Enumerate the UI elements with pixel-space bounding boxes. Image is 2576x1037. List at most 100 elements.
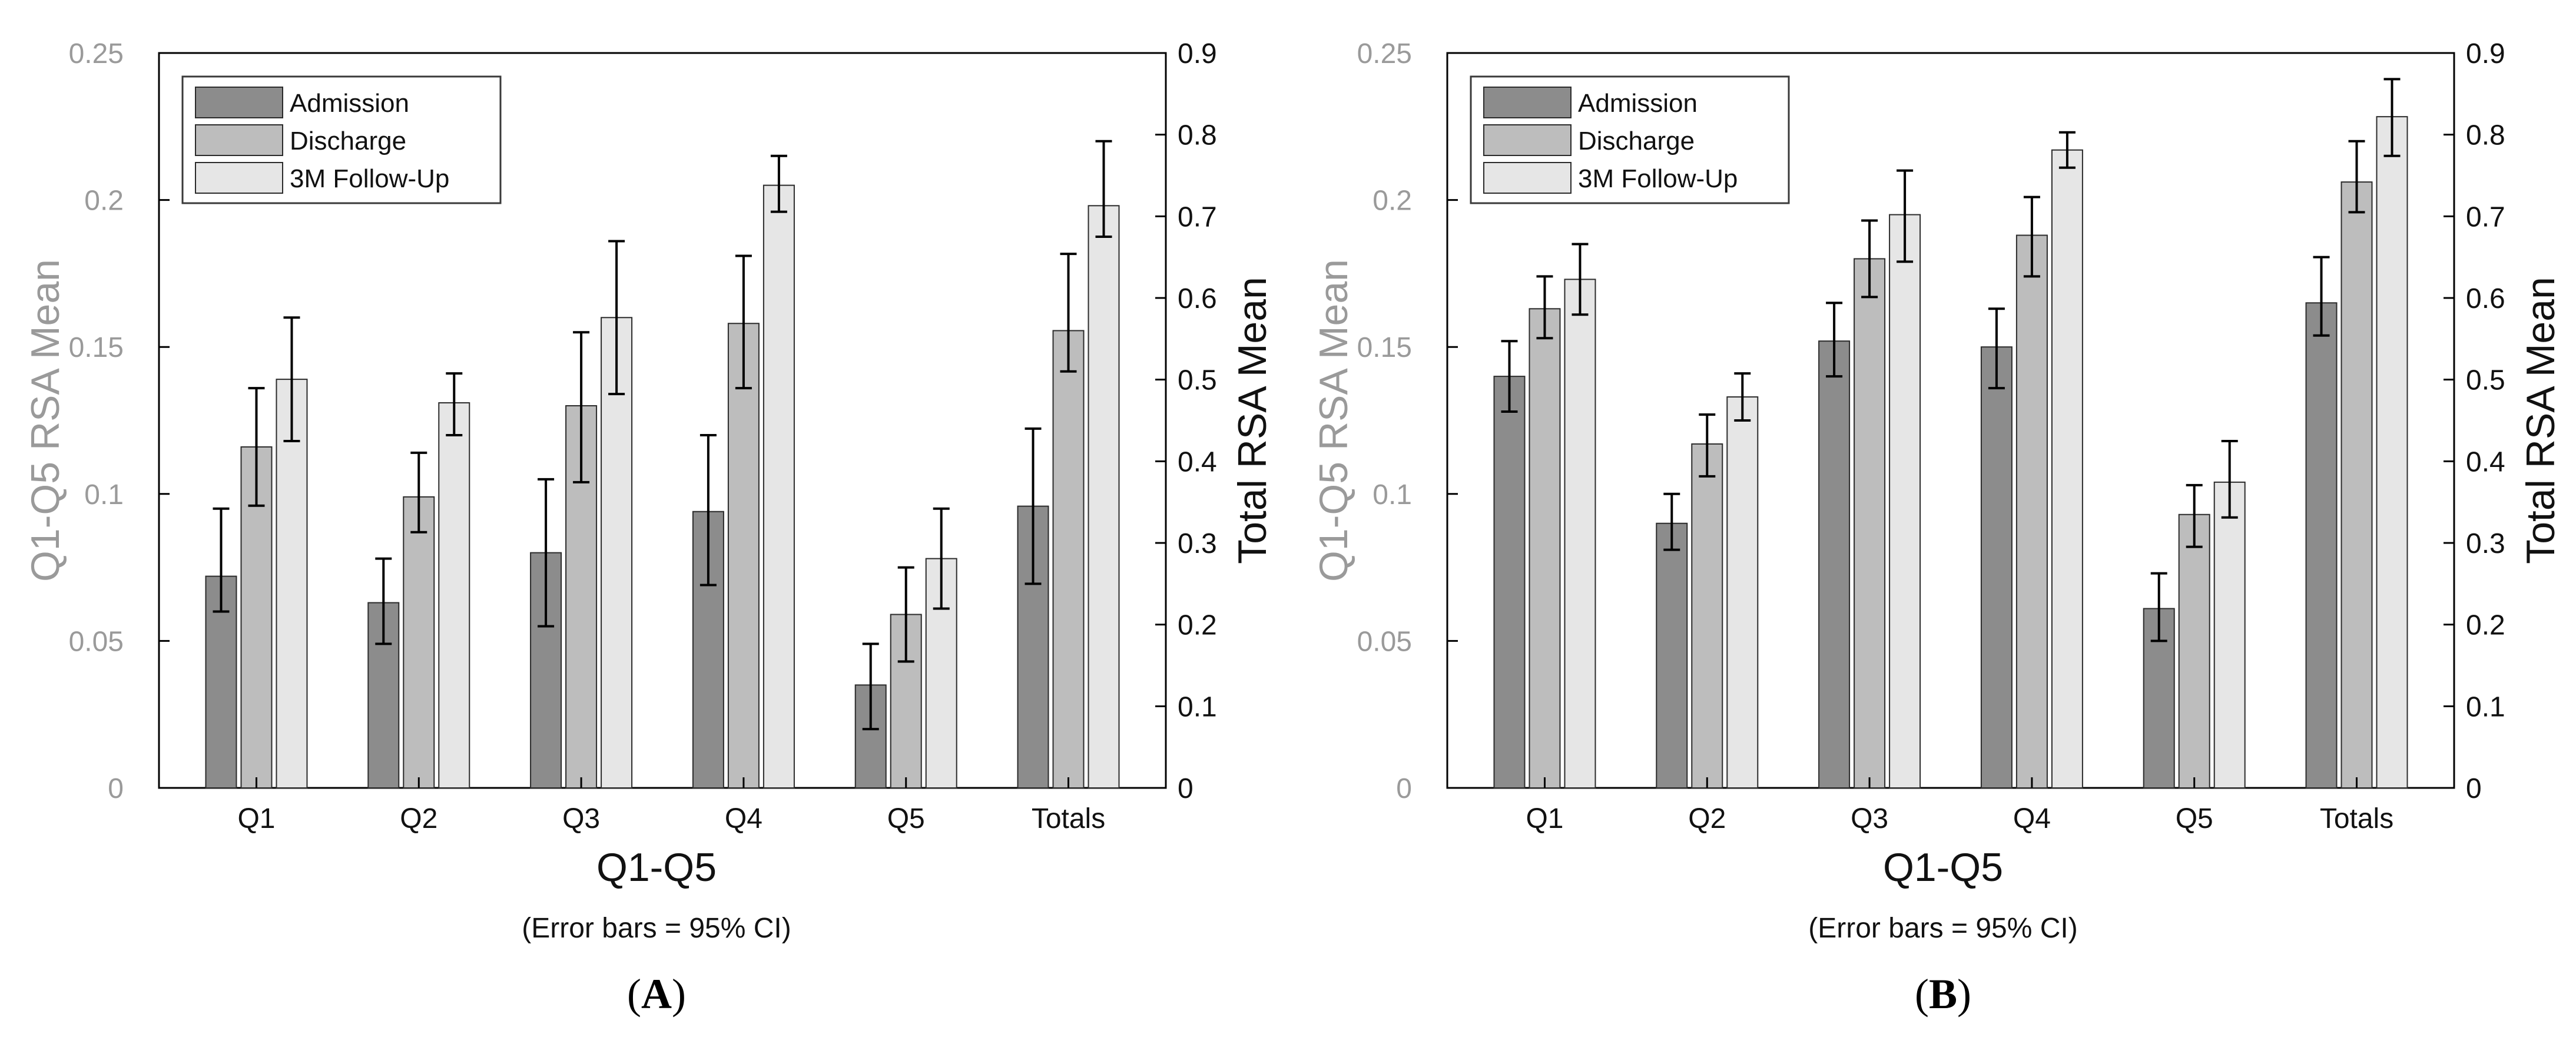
x-tick-label: Totals xyxy=(2320,803,2393,834)
x-axis-title: Q1-Q5 xyxy=(596,845,717,890)
left-y-tick-label: 0.25 xyxy=(69,38,124,69)
x-tick-label: Q4 xyxy=(2013,803,2051,834)
panel-label-close: ) xyxy=(672,970,686,1018)
right-y-axis-title: Total RSA Mean xyxy=(1230,277,1275,564)
right-y-tick-label: 0.2 xyxy=(2466,610,2505,641)
legend-swatch-followup xyxy=(195,162,283,194)
legend-swatch-discharge xyxy=(1483,124,1572,156)
right-y-tick-label: 0.6 xyxy=(1178,283,1217,314)
left-y-tick-label: 0.15 xyxy=(69,332,124,363)
plot-frame xyxy=(158,52,1167,789)
bar-followup-q1 xyxy=(1564,279,1596,789)
right-y-tick-label: 0 xyxy=(1178,773,1193,804)
bar-followup-q2 xyxy=(438,402,470,788)
left-y-tick-label: 0.05 xyxy=(1357,626,1412,657)
bar-discharge-q4 xyxy=(2015,234,2048,788)
right-y-tick-label: 0.6 xyxy=(2466,283,2505,314)
right-y-axis-title: Total RSA Mean xyxy=(2518,277,2563,564)
legend-swatch-admission xyxy=(1483,87,1572,118)
bar-followup-q5 xyxy=(2213,481,2246,788)
bar-discharge-q2 xyxy=(403,496,435,788)
legend-swatch-admission xyxy=(195,87,283,118)
bar-followup-q3 xyxy=(601,317,633,788)
error-bar-note: (Error bars = 95% CI) xyxy=(1808,913,2077,944)
x-tick-label: Q1 xyxy=(237,803,275,834)
bar-followup-q5 xyxy=(925,558,957,789)
right-y-tick-label: 0.5 xyxy=(2466,365,2505,396)
right-y-tick-label: 0.1 xyxy=(2466,691,2505,723)
bar-admission-q4 xyxy=(1980,346,2013,788)
left-y-tick-label: 0.1 xyxy=(84,479,124,511)
x-tick-label: Q4 xyxy=(725,803,762,834)
bar-followup-q4 xyxy=(2051,149,2083,789)
right-y-tick-label: 0.1 xyxy=(1178,691,1217,723)
left-y-tick-label: 0 xyxy=(1396,773,1412,804)
legend-label-discharge: Discharge xyxy=(290,127,406,155)
bar-followup-totals xyxy=(2376,116,2408,788)
bar-admission-q1 xyxy=(205,575,237,788)
bar-discharge-totals xyxy=(2340,181,2373,788)
bar-admission-q3 xyxy=(1818,340,1851,788)
bar-discharge-q3 xyxy=(1854,258,1886,788)
bar-discharge-q4 xyxy=(727,323,760,788)
left-y-axis-title: Q1-Q5 RSA Mean xyxy=(1311,259,1356,582)
bar-admission-q2 xyxy=(1656,522,1688,788)
right-y-tick-label: 0.9 xyxy=(1178,38,1217,69)
panel-label-open: ( xyxy=(1915,970,1929,1018)
bar-admission-totals xyxy=(2305,302,2338,788)
x-tick-label: Q2 xyxy=(400,803,437,834)
bar-discharge-q5 xyxy=(2178,513,2210,789)
left-y-tick-label: 0 xyxy=(108,773,124,804)
right-y-tick-label: 0.3 xyxy=(1178,528,1217,559)
bar-discharge-q1 xyxy=(1529,308,1561,788)
chart-panel-a: 0 0.05 0.1 0.15 0.2 0.25 0 0.1 0.2 0.3 0.4 0.5 0.6 0.… xyxy=(23,38,1275,1018)
bar-followup-q1 xyxy=(276,379,308,788)
panel-label-close: ) xyxy=(1957,970,1971,1018)
right-y-tick-label: 0.8 xyxy=(2466,120,2505,151)
left-y-tick-label: 0.2 xyxy=(1372,185,1412,217)
x-tick-label: Q3 xyxy=(562,803,600,834)
bar-followup-totals xyxy=(1088,205,1120,789)
right-y-tick-label: 0.3 xyxy=(2466,528,2505,559)
left-y-tick-label: 0.15 xyxy=(1357,332,1412,363)
bar-discharge-totals xyxy=(1052,330,1085,788)
left-y-axis-title: Q1-Q5 RSA Mean xyxy=(23,259,68,582)
panel-label-open: ( xyxy=(627,970,641,1018)
panel-label-letter: B xyxy=(1929,970,1957,1018)
panel-label-letter: A xyxy=(641,970,672,1018)
legend-label-discharge: Discharge xyxy=(1578,127,1695,155)
panel-label: (B) xyxy=(1915,970,1971,1018)
bar-followup-q4 xyxy=(762,184,795,788)
left-y-tick-label: 0.2 xyxy=(84,185,124,217)
plot-frame xyxy=(1446,52,2455,789)
x-tick-label: Q5 xyxy=(2176,803,2213,834)
right-y-tick-label: 0.2 xyxy=(1178,610,1217,641)
legend-swatch-discharge xyxy=(195,124,283,156)
legend-label-admission: Admission xyxy=(290,89,409,118)
panel-label: (A) xyxy=(627,970,686,1018)
chart-panel-b: 0 0.05 0.1 0.15 0.2 0.25 0 0.1 0.2 0.3 0.4 0.5 0.6 0.… xyxy=(1311,38,2563,1018)
x-tick-label: Totals xyxy=(1032,803,1105,834)
bar-admission-q2 xyxy=(367,602,400,789)
right-y-tick-label: 0.4 xyxy=(2466,446,2505,478)
bar-discharge-q2 xyxy=(1691,443,1723,788)
left-y-tick-label: 0.1 xyxy=(1372,479,1412,511)
x-tick-label: Q1 xyxy=(1526,803,1563,834)
right-y-tick-label: 0.7 xyxy=(1178,201,1217,233)
bar-followup-q3 xyxy=(1889,214,1921,788)
error-bar-note: (Error bars = 95% CI) xyxy=(522,913,791,944)
legend-label-followup: 3M Follow-Up xyxy=(290,164,449,193)
legend-swatch-followup xyxy=(1483,162,1572,194)
left-y-tick-label: 0.05 xyxy=(69,626,124,657)
left-y-tick-label: 0.25 xyxy=(1357,38,1412,69)
x-tick-label: Q2 xyxy=(1688,803,1726,834)
x-axis-title: Q1-Q5 xyxy=(1883,845,2003,890)
right-y-tick-label: 0.8 xyxy=(1178,120,1217,151)
right-y-tick-label: 0 xyxy=(2466,773,2482,804)
right-y-tick-label: 0.9 xyxy=(2466,38,2505,69)
bar-admission-q1 xyxy=(1493,376,1526,788)
x-tick-label: Q5 xyxy=(887,803,925,834)
right-y-tick-label: 0.5 xyxy=(1178,365,1217,396)
right-y-tick-label: 0.7 xyxy=(2466,201,2505,233)
